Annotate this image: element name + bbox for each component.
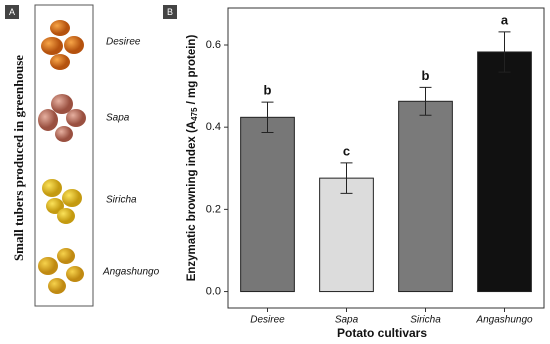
bar	[240, 116, 295, 293]
y-tick-label: 0.6	[206, 39, 221, 51]
x-tick-label: Siricha	[410, 315, 441, 326]
bar	[319, 177, 374, 293]
significance-letter: a	[501, 12, 509, 27]
x-axis-label: Potato cultivars	[337, 326, 427, 340]
y-tick-label: 0.0	[206, 285, 221, 297]
panel-label-box	[163, 5, 177, 19]
y-label-text: / mg protein)	[186, 35, 198, 108]
panel-label: B	[167, 7, 173, 17]
error-bar	[498, 31, 511, 73]
error-bar	[419, 86, 432, 116]
cultivar-name: Desiree	[106, 37, 141, 48]
tubers-desiree	[41, 20, 84, 70]
y-tick-label: 0.4	[206, 121, 221, 133]
significance-letter: b	[422, 68, 430, 83]
plot-frame	[227, 7, 545, 309]
photo-frame	[34, 4, 94, 307]
error-bar	[340, 162, 353, 194]
panel-label: A	[9, 7, 15, 17]
x-tick-label: Angashungo	[475, 315, 533, 326]
cultivar-name: Angashungo	[102, 267, 160, 278]
tubers-sapa	[38, 94, 86, 142]
tubers-angashungo	[38, 248, 84, 294]
significance-letter: c	[343, 143, 350, 158]
y-axis-label: Enzymatic browning index (A475 / mg prot…	[186, 35, 199, 282]
caption: Small tubers produced in greenhouse	[11, 55, 26, 261]
bar	[398, 100, 453, 293]
bar	[477, 51, 532, 293]
y-tick-label: 0.2	[206, 203, 221, 215]
cultivar-name: Sapa	[106, 113, 130, 124]
x-tick-label: Desiree	[250, 315, 285, 326]
cultivar-name: Siricha	[106, 195, 137, 206]
y-label-sub: 475	[190, 107, 199, 121]
error-bar	[261, 101, 274, 134]
y-label-text: Enzymatic browning index (A	[186, 121, 198, 281]
tubers-siricha	[42, 179, 82, 224]
significance-letter: b	[264, 83, 272, 98]
x-tick-label: Sapa	[335, 315, 359, 326]
panel-label-box	[5, 5, 19, 19]
